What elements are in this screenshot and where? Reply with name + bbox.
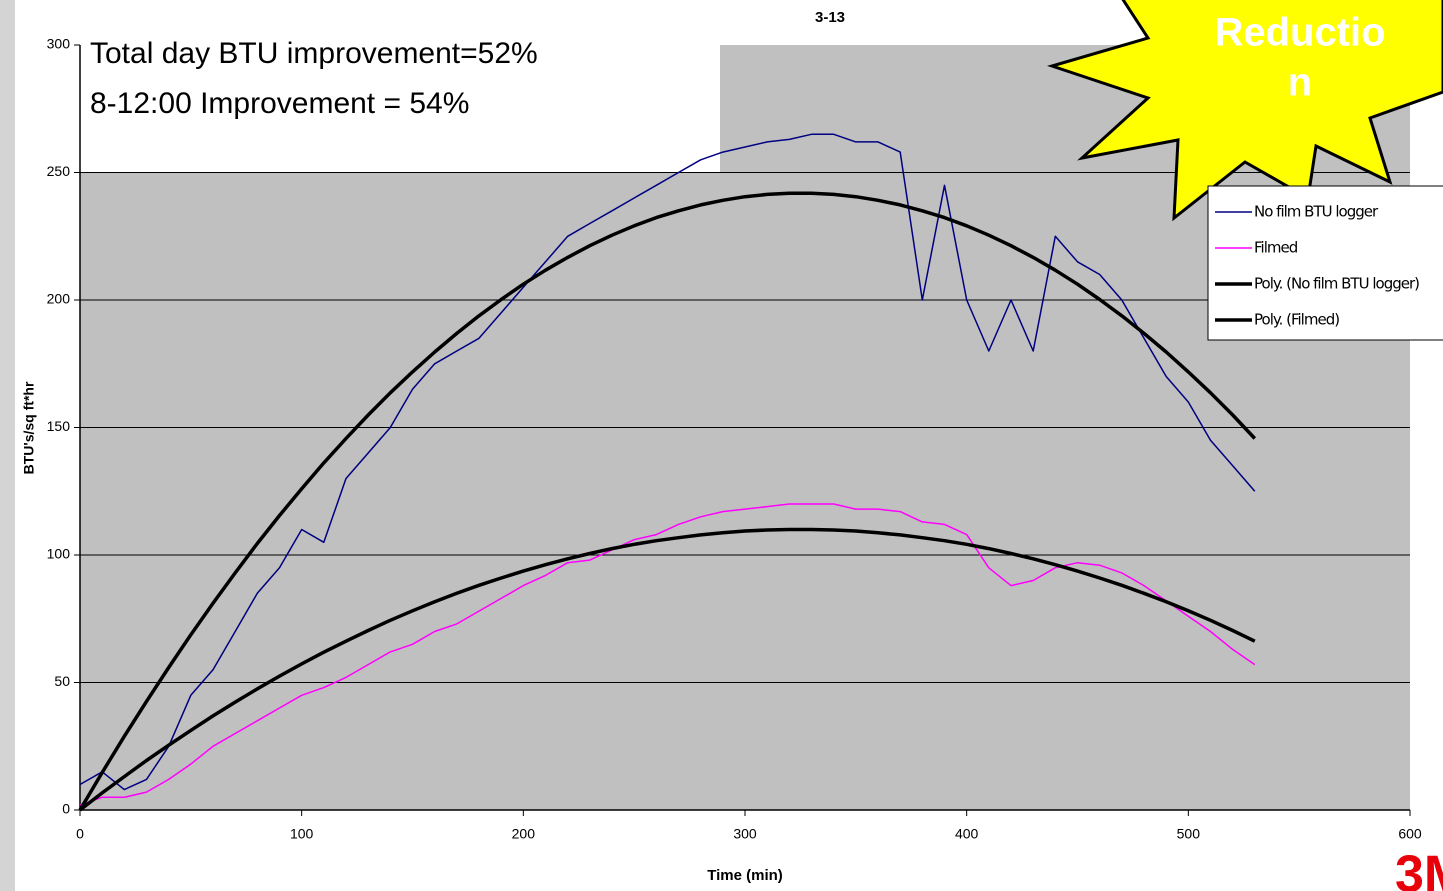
x-tick-label: 600: [1398, 826, 1422, 842]
series-line: [78, 527, 1256, 812]
logo: 3M: [1395, 846, 1443, 891]
left-strip: [0, 0, 15, 891]
series-line: [79, 133, 1256, 791]
x-tick-label: 0: [76, 826, 84, 842]
legend-label: Poly. (No film BTU logger): [1254, 275, 1419, 293]
y-tick-label: 50: [54, 673, 70, 689]
x-axis-label: Time (min): [707, 867, 783, 884]
annotation: Total day BTU improvement=52%: [90, 37, 538, 70]
y-tick-label: 300: [47, 36, 71, 52]
series-line: [78, 191, 1257, 811]
legend-label: Poly. (Filmed): [1254, 311, 1339, 329]
y-tick-label: 0: [62, 801, 70, 817]
y-axis-label: BTU's/sq ft*hr: [21, 381, 37, 474]
legend-label: No film BTU logger: [1254, 203, 1379, 221]
chart-title: 3-13: [815, 9, 845, 26]
y-tick-label: 250: [47, 163, 71, 179]
y-tick-label: 100: [47, 546, 71, 562]
annotation: 8-12:00 Improvement = 54%: [90, 87, 469, 120]
annotation-box: [15, 0, 720, 173]
starburst: [1046, 0, 1443, 222]
y-tick-label: 200: [47, 291, 71, 307]
x-tick-label: 400: [955, 826, 979, 842]
x-tick-label: 100: [290, 826, 314, 842]
callout-text: Reductio: [1214, 11, 1385, 55]
y-tick-label: 150: [47, 418, 71, 434]
legend-label: Filmed: [1254, 239, 1298, 257]
x-tick-label: 300: [733, 826, 757, 842]
x-tick-label: 500: [1177, 826, 1201, 842]
callout-text: n: [1288, 61, 1312, 105]
x-tick-label: 200: [512, 826, 536, 842]
